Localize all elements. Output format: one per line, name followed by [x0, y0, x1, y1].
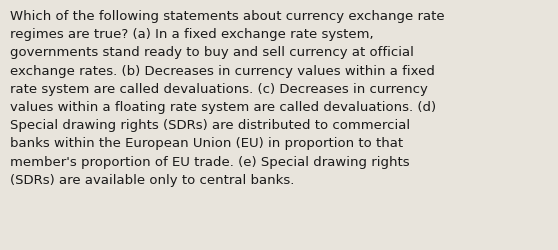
- Text: Which of the following statements about currency exchange rate
regimes are true?: Which of the following statements about …: [10, 10, 445, 186]
